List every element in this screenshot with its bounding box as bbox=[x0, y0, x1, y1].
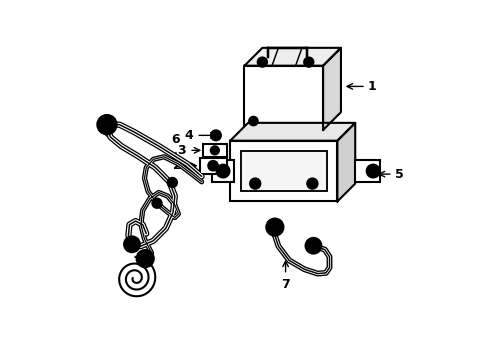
Circle shape bbox=[270, 222, 279, 232]
Circle shape bbox=[366, 165, 379, 177]
Bar bbox=[354, 160, 380, 182]
Circle shape bbox=[136, 250, 153, 267]
Circle shape bbox=[216, 165, 229, 177]
Circle shape bbox=[207, 161, 218, 171]
Text: 6: 6 bbox=[171, 133, 180, 146]
Bar bbox=[244, 66, 323, 130]
Circle shape bbox=[102, 120, 112, 130]
Circle shape bbox=[127, 240, 136, 249]
Bar bbox=[241, 152, 326, 191]
Polygon shape bbox=[230, 123, 354, 141]
Circle shape bbox=[266, 219, 283, 236]
Text: 5: 5 bbox=[394, 168, 403, 181]
Polygon shape bbox=[244, 48, 340, 66]
Text: 2: 2 bbox=[173, 159, 182, 172]
Circle shape bbox=[304, 58, 313, 67]
Circle shape bbox=[248, 117, 257, 125]
Polygon shape bbox=[337, 123, 354, 202]
Circle shape bbox=[167, 178, 177, 187]
Text: 7: 7 bbox=[281, 278, 289, 291]
Circle shape bbox=[152, 199, 162, 208]
Circle shape bbox=[210, 130, 221, 140]
Text: 1: 1 bbox=[367, 80, 376, 93]
Circle shape bbox=[249, 178, 260, 189]
Bar bbox=[230, 141, 337, 202]
Circle shape bbox=[257, 58, 266, 67]
Text: 3: 3 bbox=[177, 144, 185, 157]
Circle shape bbox=[308, 242, 317, 250]
Circle shape bbox=[124, 237, 140, 252]
Bar bbox=[200, 158, 226, 174]
Polygon shape bbox=[323, 48, 340, 130]
Circle shape bbox=[306, 178, 317, 189]
Text: 4: 4 bbox=[183, 129, 192, 142]
Circle shape bbox=[210, 146, 219, 155]
Bar bbox=[203, 144, 226, 157]
Bar bbox=[212, 160, 233, 182]
Circle shape bbox=[305, 238, 321, 253]
Circle shape bbox=[140, 254, 149, 263]
Circle shape bbox=[97, 115, 116, 134]
